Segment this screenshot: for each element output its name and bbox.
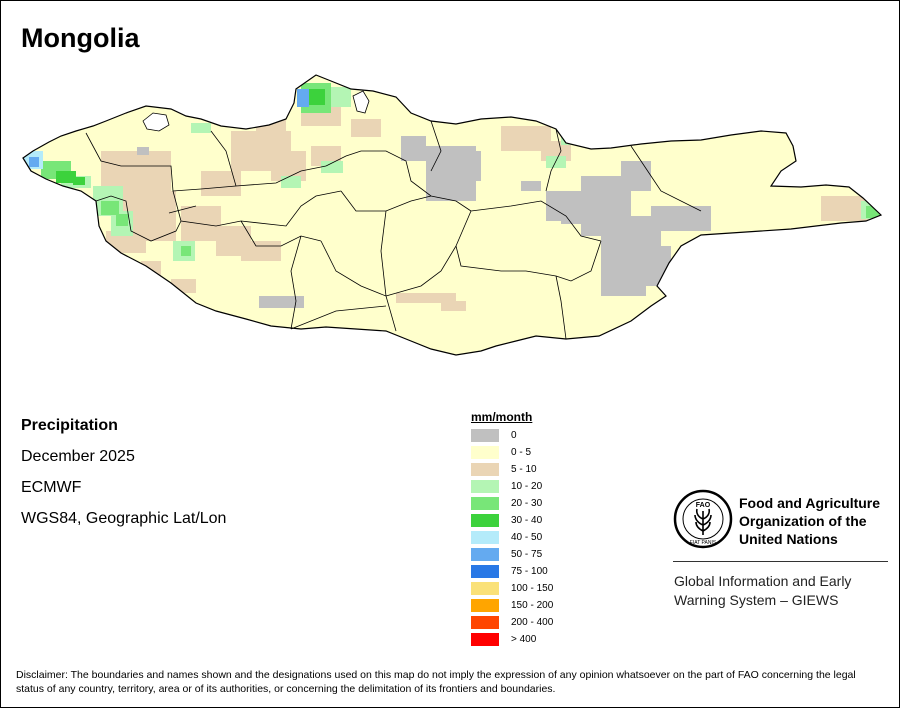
legend-swatch xyxy=(471,548,499,561)
legend-swatch xyxy=(471,599,499,612)
legend-swatch xyxy=(471,429,499,442)
legend-swatch xyxy=(471,565,499,578)
legend-swatch xyxy=(471,446,499,459)
legend-label: 50 - 75 xyxy=(511,549,543,560)
fao-logo-icon: FAO FIAT PANIS xyxy=(673,489,733,549)
legend-title: mm/month xyxy=(471,410,533,424)
legend-item: > 400 xyxy=(471,631,553,648)
fao-logo-motto: FIAT PANIS xyxy=(690,540,717,546)
org-name-line: United Nations xyxy=(739,531,838,547)
fao-logo-letters: FAO xyxy=(696,502,711,509)
legend-label: 10 - 20 xyxy=(511,481,543,492)
legend-swatch xyxy=(471,531,499,544)
giews-line: Global Information and Early xyxy=(674,573,852,589)
legend-label: 100 - 150 xyxy=(511,583,554,594)
legend-label: 0 xyxy=(511,430,517,441)
legend-item: 0 - 5 xyxy=(471,444,553,461)
legend-swatch xyxy=(471,616,499,629)
national-border xyxy=(22,74,883,356)
legend-swatch xyxy=(471,514,499,527)
giews-label: Global Information and Early Warning Sys… xyxy=(674,572,851,610)
legend-item: 150 - 200 xyxy=(471,597,553,614)
map-title: Mongolia xyxy=(21,23,140,53)
legend-rows: 0 0 - 5 5 - 10 10 - 20 20 - 30 30 - 40 40 - 50… xyxy=(471,427,553,648)
legend-swatch xyxy=(471,480,499,493)
disclaimer: Disclaimer: The boundaries and names sho… xyxy=(16,669,856,695)
legend-swatch xyxy=(471,497,499,510)
org-name-line: Food and Agriculture xyxy=(739,495,881,511)
legend-label: 40 - 50 xyxy=(511,532,543,543)
divider xyxy=(673,561,888,562)
legend-label: 30 - 40 xyxy=(511,515,543,526)
legend-item: 75 - 100 xyxy=(471,563,553,580)
legend-item: 40 - 50 xyxy=(471,529,553,546)
map-metadata: Precipitation December 2025 ECMWF WGS84,… xyxy=(21,415,226,539)
organization-name: Food and Agriculture Organization of the… xyxy=(739,494,880,548)
projection-label: WGS84, Geographic Lat/Lon xyxy=(21,510,227,527)
period-label: December 2025 xyxy=(21,448,135,465)
legend-label: > 400 xyxy=(511,634,537,645)
legend-label: 0 - 5 xyxy=(511,447,532,458)
legend-label: 150 - 200 xyxy=(511,600,554,611)
precipitation-map xyxy=(22,74,883,356)
legend-item: 200 - 400 xyxy=(471,614,553,631)
legend-item: 30 - 40 xyxy=(471,512,553,529)
legend-swatch xyxy=(471,633,499,646)
source-label: ECMWF xyxy=(21,479,82,496)
lakes xyxy=(142,90,370,132)
legend-item: 0 xyxy=(471,427,553,444)
giews-line: Warning System – GIEWS xyxy=(674,592,839,608)
legend-item: 20 - 30 xyxy=(471,495,553,512)
legend-swatch xyxy=(471,582,499,595)
legend: mm/month 0 0 - 5 5 - 10 10 - 20 20 - 30 30 - … xyxy=(471,410,553,648)
org-name-line: Organization of the xyxy=(739,513,867,529)
legend-label: 20 - 30 xyxy=(511,498,543,509)
precipitation-raster xyxy=(23,83,881,311)
legend-label: 200 - 400 xyxy=(511,617,554,628)
legend-item: 100 - 150 xyxy=(471,580,553,597)
legend-item: 10 - 20 xyxy=(471,478,553,495)
legend-item: 50 - 75 xyxy=(471,546,553,563)
province-boundaries xyxy=(85,120,702,340)
legend-label: 5 - 10 xyxy=(511,464,537,475)
variable-label: Precipitation xyxy=(21,417,118,434)
legend-item: 5 - 10 xyxy=(471,461,553,478)
legend-label: 75 - 100 xyxy=(511,566,548,577)
legend-swatch xyxy=(471,463,499,476)
